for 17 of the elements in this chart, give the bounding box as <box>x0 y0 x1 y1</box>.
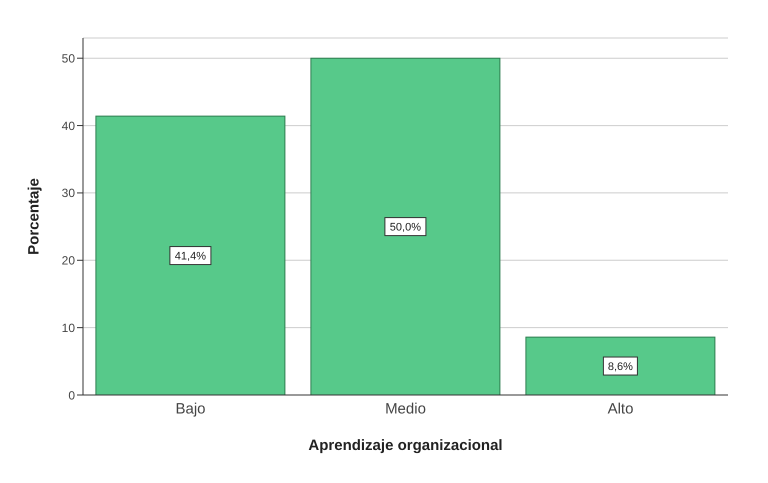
bar <box>525 336 716 395</box>
x-tick-label: Alto <box>608 400 634 418</box>
bar <box>95 116 286 395</box>
y-tick-label: 20 <box>62 254 76 268</box>
y-tick-label: 30 <box>62 186 76 200</box>
x-tick-label: Bajo <box>175 400 206 418</box>
y-tick-label: 0 <box>68 388 76 402</box>
data-label: 50,0% <box>390 222 422 234</box>
y-axis-title: Porcentaje <box>25 178 42 255</box>
x-axis-title: Aprendizaje organizacional <box>308 437 503 454</box>
y-tick-label: 40 <box>62 118 76 133</box>
data-label: 8,6% <box>608 361 634 374</box>
y-tick-label: 10 <box>62 320 76 335</box>
x-tick-label: Medio <box>385 400 426 418</box>
y-tick-label: 50 <box>62 51 76 66</box>
bar <box>310 58 500 395</box>
data-label: 41,4% <box>174 250 206 263</box>
